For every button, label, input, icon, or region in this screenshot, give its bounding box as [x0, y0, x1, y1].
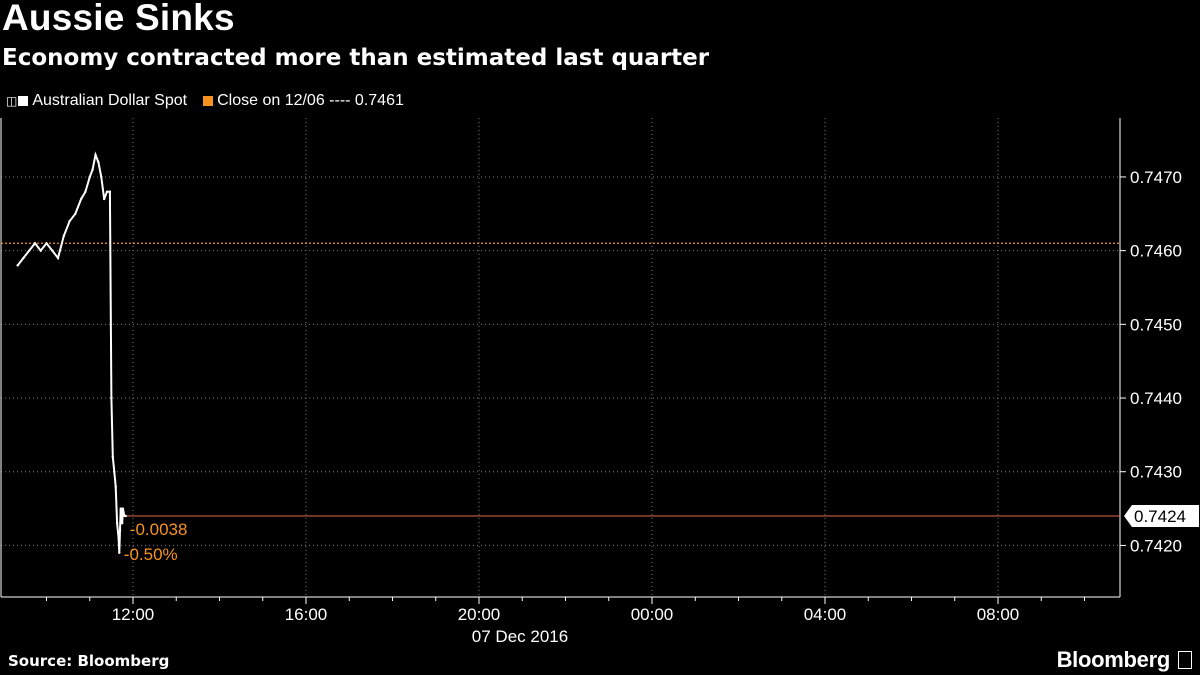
- change-abs-label: -0.0038: [130, 520, 188, 539]
- series-point: [91, 168, 94, 171]
- x-tick-label: 08:00: [977, 605, 1020, 624]
- y-tick-label: 0.7470: [1130, 168, 1182, 187]
- series-point: [68, 219, 71, 223]
- source-note: Source: Bloomberg: [8, 652, 170, 670]
- series-point: [62, 234, 65, 238]
- series-point: [33, 242, 37, 245]
- series-point: [124, 514, 127, 518]
- y-tick-label: 0.7420: [1130, 536, 1182, 555]
- series-point: [105, 190, 109, 193]
- series-point: [74, 212, 77, 215]
- change-pct-label: -0.50%: [124, 545, 178, 564]
- series-point: [114, 485, 117, 488]
- x-tick-label: 20:00: [458, 605, 501, 624]
- x-tick-label: 00:00: [631, 605, 674, 624]
- series-point: [88, 175, 91, 179]
- series-point: [120, 522, 124, 525]
- series-point: [100, 175, 103, 179]
- series-point: [79, 197, 83, 201]
- series-point: [102, 197, 106, 201]
- series-point: [117, 536, 120, 540]
- legend: ◫ Australian Dollar Spot Close on 12/06 …: [6, 92, 420, 110]
- series-point: [110, 396, 113, 400]
- series-swatch: [18, 96, 29, 106]
- y-tick-label: 0.7440: [1130, 389, 1182, 408]
- last-value-label: 0.7424: [1134, 507, 1186, 526]
- brand-mark-icon: [1178, 651, 1192, 669]
- series-point: [115, 522, 119, 525]
- series-point: [120, 514, 123, 518]
- x-date-label: 07 Dec 2016: [472, 627, 568, 646]
- series-point: [28, 249, 31, 252]
- series-point: [56, 256, 60, 260]
- brand-logo: Bloomberg: [1056, 647, 1171, 672]
- series-line: [16, 151, 126, 553]
- legend-item-reference: Close on 12/06 ---- 0.7461: [203, 92, 404, 110]
- chart-subtitle: Economy contracted more than estimated l…: [2, 45, 710, 71]
- series-point: [16, 264, 19, 267]
- y-tick-label: 0.7430: [1130, 463, 1182, 482]
- candle-icon: ◫: [6, 94, 18, 108]
- chart-title: Aussie Sinks: [2, 0, 235, 38]
- y-tick-label: 0.7450: [1130, 315, 1182, 334]
- series-point: [94, 153, 97, 157]
- series-point: [113, 470, 116, 473]
- series-point: [111, 455, 115, 459]
- legend-series-label: Australian Dollar Spot: [32, 92, 188, 109]
- legend-item-series: ◫ Australian Dollar Spot: [6, 92, 187, 110]
- series-point: [22, 256, 25, 260]
- series-point: [97, 161, 100, 164]
- series-point: [84, 190, 87, 193]
- series-point: [118, 529, 122, 532]
- series-point: [108, 190, 112, 193]
- series-point: [51, 249, 54, 252]
- series-point: [45, 242, 48, 245]
- reference-swatch: [203, 96, 214, 106]
- y-tick-label: 0.7460: [1130, 242, 1182, 261]
- series-point: [121, 507, 125, 510]
- legend-reference-label: Close on 12/06 ---- 0.7461: [217, 92, 404, 109]
- x-tick-label: 04:00: [804, 605, 847, 624]
- series-point: [119, 507, 122, 510]
- x-tick-label: 16:00: [285, 605, 328, 624]
- x-tick-label: 12:00: [112, 605, 155, 624]
- series-point: [118, 551, 121, 554]
- last-value-callout: [1124, 504, 1199, 527]
- series-point: [39, 249, 42, 252]
